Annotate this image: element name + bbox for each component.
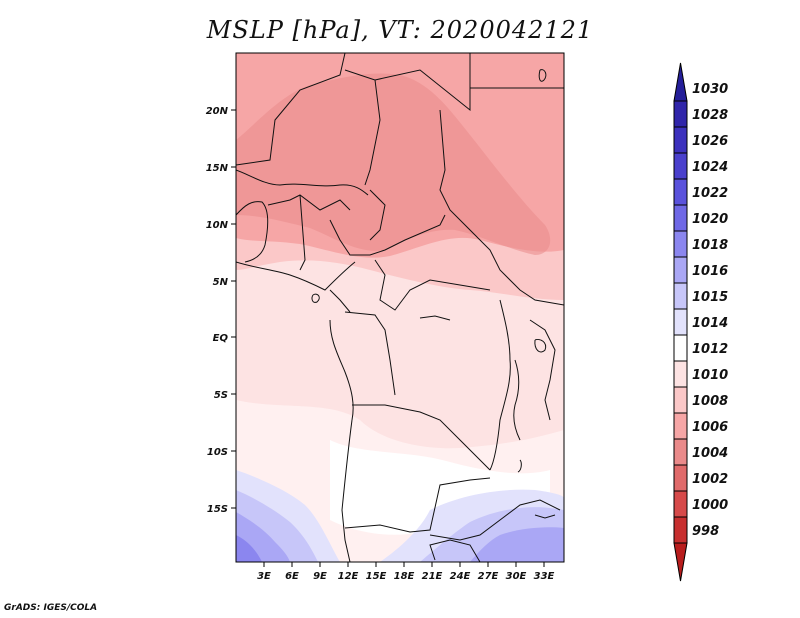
colorbar-label: 1026 [692,134,728,149]
colorbar-segment [673,256,688,284]
lon-label: 6E [285,571,299,582]
colorbar-segment [673,438,688,466]
colorbar-segment [673,412,688,440]
map-title: MSLP [hPa], VT: 2020042121 [206,16,594,44]
map-frame [235,52,565,563]
lon-label: 18E [394,571,415,582]
lat-label: 15S [207,504,228,515]
colorbar-segment [673,100,688,128]
colorbar-label: 1000 [692,498,728,513]
longitude-axis: 3E 6E 9E 12E 15E 18E 21E 24E 27E 30E 33E [257,562,555,582]
colorbar-label: 1006 [692,420,728,435]
colorbar-label: 1002 [692,472,728,487]
colorbar: 1030 1028 1026 1024 1022 1020 1018 1016 1015 1014… [673,62,728,582]
colorbar-segment [673,542,688,582]
country-borders [236,53,564,562]
latitude-axis: 20N 15N 10N 5N EQ 5S 10S 15S [206,106,236,515]
colorbar-label: 998 [692,524,719,539]
colorbar-label: 1016 [692,264,728,279]
colorbar-segment [673,282,688,310]
colorbar-segment [673,386,688,414]
lon-label: 9E [313,571,327,582]
lat-label: 5N [213,277,229,288]
colorbar-segment [673,152,688,180]
colorbar-segment [673,490,688,518]
colorbar-label: 1022 [692,186,728,201]
lon-label: 21E [422,571,443,582]
lat-label: 20N [206,106,229,117]
colorbar-segment [673,308,688,336]
lat-label: 5S [214,390,228,401]
colorbar-label: 1012 [692,342,728,357]
pressure-field [236,53,564,562]
colorbar-segment [673,334,688,362]
lon-label: 27E [478,571,499,582]
lon-label: 30E [506,571,527,582]
lat-label: 10N [206,220,229,231]
colorbar-label: 1010 [692,368,728,383]
colorbar-segment [673,464,688,492]
lat-label: 10S [207,447,228,458]
colorbar-segment [673,360,688,388]
lon-label: 3E [257,571,271,582]
lat-label: EQ [213,333,229,344]
colorbar-label: 1024 [692,160,728,175]
lon-label: 33E [534,571,555,582]
colorbar-segment [673,126,688,154]
colorbar-label: 1018 [692,238,728,253]
colorbar-segment [673,62,688,102]
colorbar-label: 1030 [692,82,728,97]
colorbar-segment [673,204,688,232]
colorbar-label: 1004 [692,446,728,461]
lon-label: 24E [450,571,471,582]
colorbar-label: 1008 [692,394,728,409]
colorbar-label: 1014 [692,316,728,331]
lon-label: 12E [338,571,359,582]
footer-credit: GrADS: IGES/COLA [4,603,98,613]
colorbar-label: 1028 [692,108,728,123]
lat-label: 15N [206,163,229,174]
colorbar-label: 1015 [692,290,728,305]
colorbar-segment [673,230,688,258]
colorbar-segment [673,516,688,544]
lon-label: 15E [366,571,387,582]
colorbar-label: 1020 [692,212,728,227]
colorbar-segment [673,178,688,206]
